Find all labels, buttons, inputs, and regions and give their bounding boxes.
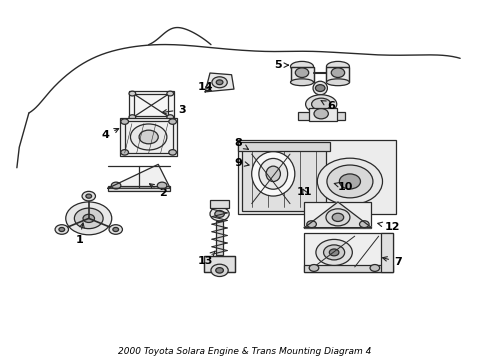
Text: 2: 2 xyxy=(149,184,166,198)
Circle shape xyxy=(331,213,343,221)
Bar xyxy=(209,200,229,208)
Text: 11: 11 xyxy=(296,188,311,197)
Circle shape xyxy=(214,211,224,217)
Bar xyxy=(297,112,311,120)
Circle shape xyxy=(308,265,318,271)
Circle shape xyxy=(129,115,136,120)
Bar xyxy=(290,67,313,82)
Bar xyxy=(124,121,172,153)
Ellipse shape xyxy=(265,166,280,181)
Bar xyxy=(204,256,234,272)
Bar xyxy=(326,67,349,82)
Circle shape xyxy=(315,239,351,265)
Circle shape xyxy=(83,214,94,222)
Circle shape xyxy=(209,207,229,221)
Polygon shape xyxy=(304,202,371,228)
Circle shape xyxy=(74,208,103,229)
Circle shape xyxy=(166,91,173,96)
Text: 10: 10 xyxy=(333,181,352,192)
Text: 14: 14 xyxy=(197,82,213,93)
Circle shape xyxy=(65,202,112,235)
Bar xyxy=(304,202,371,228)
Circle shape xyxy=(129,91,136,96)
Bar xyxy=(242,144,325,211)
Bar xyxy=(290,67,313,82)
Text: 1: 1 xyxy=(75,223,84,244)
Ellipse shape xyxy=(312,81,327,95)
Circle shape xyxy=(113,228,119,231)
Circle shape xyxy=(166,115,173,120)
Circle shape xyxy=(359,221,368,228)
Bar xyxy=(128,91,174,120)
Bar xyxy=(204,256,234,272)
Bar xyxy=(304,265,392,272)
Circle shape xyxy=(121,150,128,155)
Text: 2000 Toyota Solara Engine & Trans Mounting Diagram 4: 2000 Toyota Solara Engine & Trans Mounti… xyxy=(118,347,370,356)
Circle shape xyxy=(86,194,91,198)
Circle shape xyxy=(306,221,316,228)
Text: 5: 5 xyxy=(274,60,288,70)
Ellipse shape xyxy=(326,79,349,86)
Bar xyxy=(108,185,170,191)
Polygon shape xyxy=(108,164,170,188)
Text: 8: 8 xyxy=(234,138,248,149)
Circle shape xyxy=(121,119,128,124)
Circle shape xyxy=(328,249,338,256)
Text: 13: 13 xyxy=(197,251,215,266)
Circle shape xyxy=(109,225,122,234)
Circle shape xyxy=(210,264,228,276)
Ellipse shape xyxy=(251,152,294,196)
Text: 4: 4 xyxy=(102,129,119,140)
Bar xyxy=(304,233,392,272)
Circle shape xyxy=(111,182,121,189)
Text: 12: 12 xyxy=(377,222,399,231)
Circle shape xyxy=(216,80,223,85)
Circle shape xyxy=(313,109,328,119)
Bar xyxy=(380,233,392,272)
Bar xyxy=(315,178,384,185)
Text: 6: 6 xyxy=(321,100,334,111)
Bar xyxy=(134,94,168,117)
Circle shape xyxy=(317,158,382,205)
Circle shape xyxy=(326,165,372,198)
Text: 7: 7 xyxy=(382,257,401,267)
Bar xyxy=(329,112,344,120)
Text: 3: 3 xyxy=(162,105,185,114)
Ellipse shape xyxy=(305,95,336,113)
Circle shape xyxy=(211,77,227,88)
Bar xyxy=(120,118,177,156)
Circle shape xyxy=(59,228,64,231)
Bar xyxy=(215,221,223,255)
Circle shape xyxy=(82,192,95,201)
Text: 9: 9 xyxy=(234,158,248,168)
Ellipse shape xyxy=(326,62,349,72)
Polygon shape xyxy=(205,73,233,92)
Circle shape xyxy=(339,174,360,189)
Ellipse shape xyxy=(290,79,313,86)
Circle shape xyxy=(325,209,349,226)
Ellipse shape xyxy=(258,158,287,189)
Bar xyxy=(238,140,396,214)
Circle shape xyxy=(215,267,223,273)
Circle shape xyxy=(330,68,344,77)
Circle shape xyxy=(323,245,344,260)
Circle shape xyxy=(369,265,379,271)
Circle shape xyxy=(295,68,308,77)
Bar xyxy=(238,142,329,150)
Circle shape xyxy=(168,150,176,155)
Ellipse shape xyxy=(290,62,313,72)
Circle shape xyxy=(168,119,176,124)
Ellipse shape xyxy=(311,98,330,110)
Bar xyxy=(326,67,349,82)
Circle shape xyxy=(139,130,158,144)
Bar xyxy=(308,108,336,121)
Circle shape xyxy=(157,182,166,189)
Circle shape xyxy=(315,85,325,91)
Circle shape xyxy=(130,124,166,150)
Circle shape xyxy=(55,225,68,234)
